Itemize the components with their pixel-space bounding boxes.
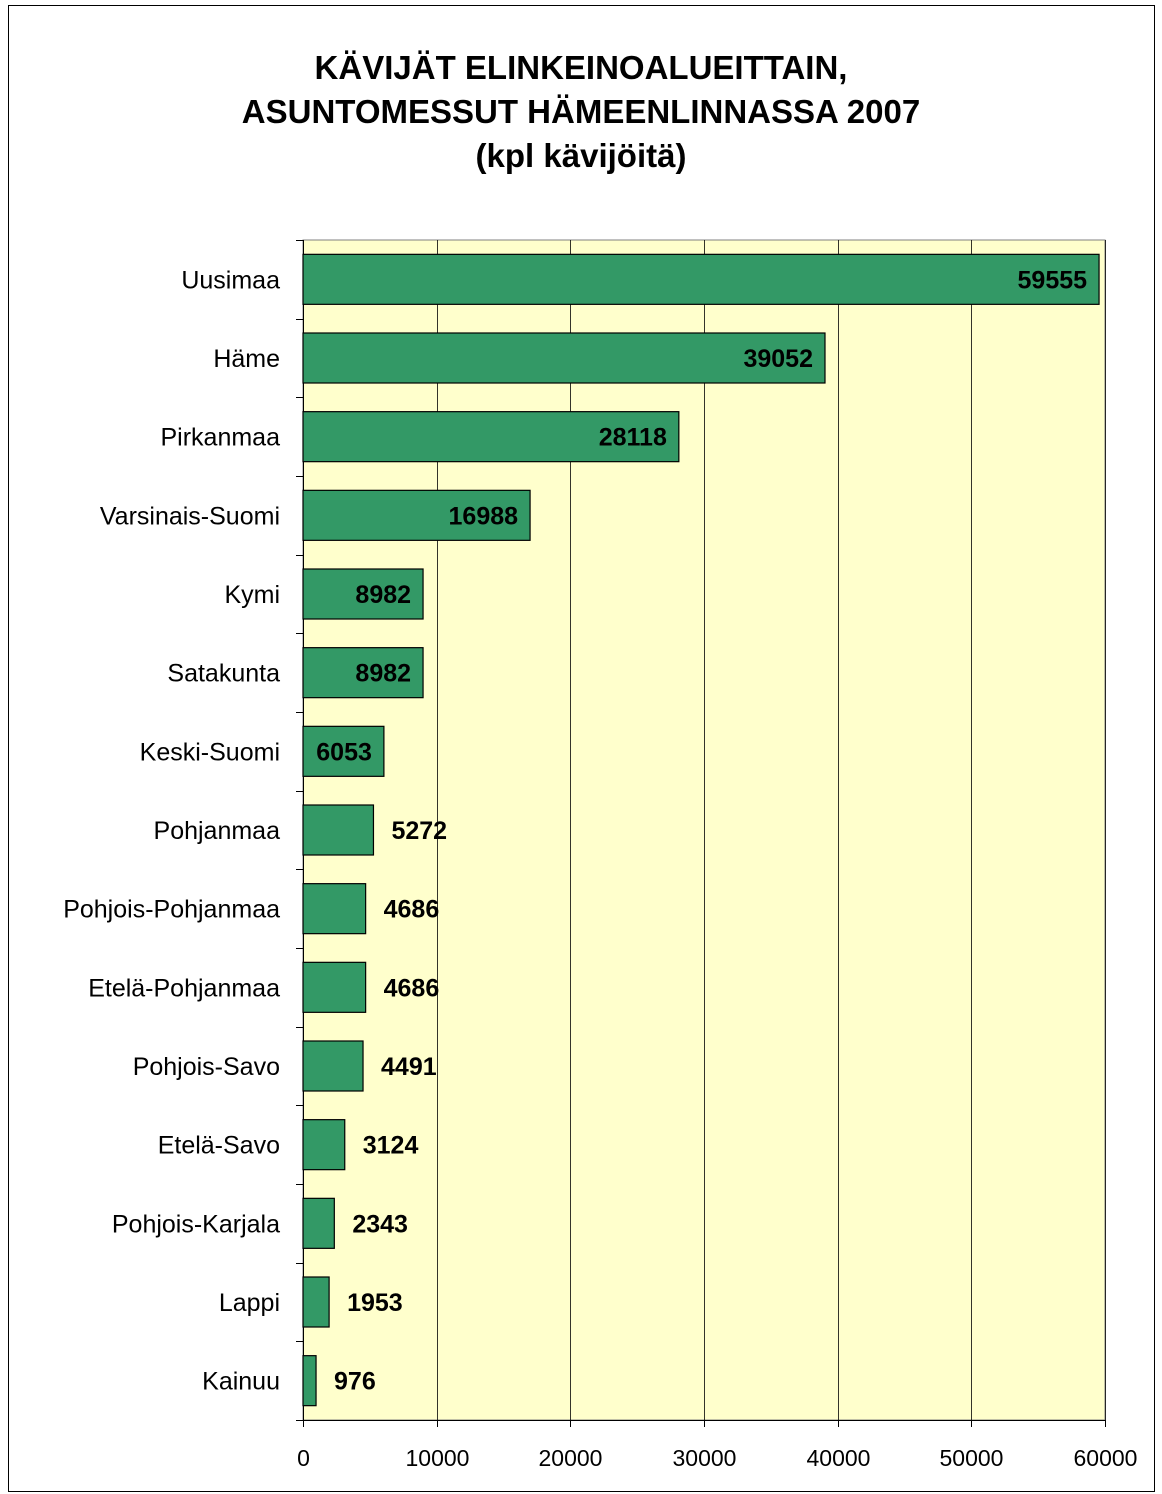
data-label: 4686 <box>384 974 440 1002</box>
data-label: 1953 <box>347 1289 403 1317</box>
category-label: Etelä-Savo <box>158 1132 280 1160</box>
data-label: 3124 <box>363 1132 419 1160</box>
bar <box>302 1197 335 1249</box>
x-tick-label: 50000 <box>940 1445 1004 1471</box>
data-label: 4491 <box>381 1053 437 1081</box>
chart-title-line-3: (kpl kävijöitä) <box>475 137 687 174</box>
x-tick-label: 0 <box>297 1445 310 1471</box>
bar <box>302 961 367 1013</box>
category-label: Lappi <box>219 1289 280 1317</box>
bar <box>302 804 375 856</box>
bar <box>302 568 424 620</box>
bar <box>302 725 385 777</box>
bar <box>302 1276 330 1328</box>
x-tick-label: 10000 <box>406 1445 470 1471</box>
data-label: 6053 <box>316 738 372 766</box>
data-label: 39052 <box>743 345 813 373</box>
category-label: Pohjois-Savo <box>133 1053 280 1081</box>
x-tick-label: 30000 <box>673 1445 737 1471</box>
category-label: Pohjois-Karjala <box>112 1210 280 1238</box>
category-label: Varsinais-Suomi <box>100 502 280 530</box>
category-label: Pohjois-Pohjanmaa <box>63 896 280 924</box>
chart-title-line-2: ASUNTOMESSUT HÄMEENLINNASSA 2007 <box>241 93 921 130</box>
category-label: Satakunta <box>167 660 280 688</box>
data-label: 4686 <box>384 896 440 924</box>
category-label: Pirkanmaa <box>161 424 281 452</box>
bar <box>302 883 367 935</box>
data-label: 8982 <box>355 581 411 609</box>
chart-title: KÄVIJÄT ELINKEINOALUEITTAIN, ASUNTOMESSU… <box>0 46 1162 178</box>
chart-title-line-1: KÄVIJÄT ELINKEINOALUEITTAIN, <box>314 49 848 86</box>
data-label: 976 <box>334 1368 376 1396</box>
category-label: Kainuu <box>202 1368 280 1396</box>
category-label: Keski-Suomi <box>140 738 280 766</box>
category-label: Pohjanmaa <box>154 817 281 845</box>
bar <box>302 489 531 541</box>
data-label: 28118 <box>599 424 667 452</box>
bar <box>302 253 1100 305</box>
bar <box>302 332 826 384</box>
bar <box>302 1355 317 1407</box>
bar <box>302 1119 346 1171</box>
x-tick-label: 20000 <box>539 1445 603 1471</box>
data-label: 8982 <box>355 660 411 688</box>
category-label: Etelä-Pohjanmaa <box>88 974 280 1002</box>
data-label: 5272 <box>391 817 447 845</box>
data-label: 2343 <box>352 1210 408 1238</box>
category-label: Kymi <box>224 581 280 609</box>
x-tick-label: 60000 <box>1074 1445 1138 1471</box>
bar <box>302 1040 364 1092</box>
bar <box>302 647 424 699</box>
category-label: Häme <box>213 345 280 373</box>
bar <box>302 411 680 463</box>
category-label: Uusimaa <box>181 266 280 294</box>
data-label: 59555 <box>1018 266 1088 294</box>
data-label: 16988 <box>449 502 519 530</box>
x-tick-label: 40000 <box>807 1445 871 1471</box>
